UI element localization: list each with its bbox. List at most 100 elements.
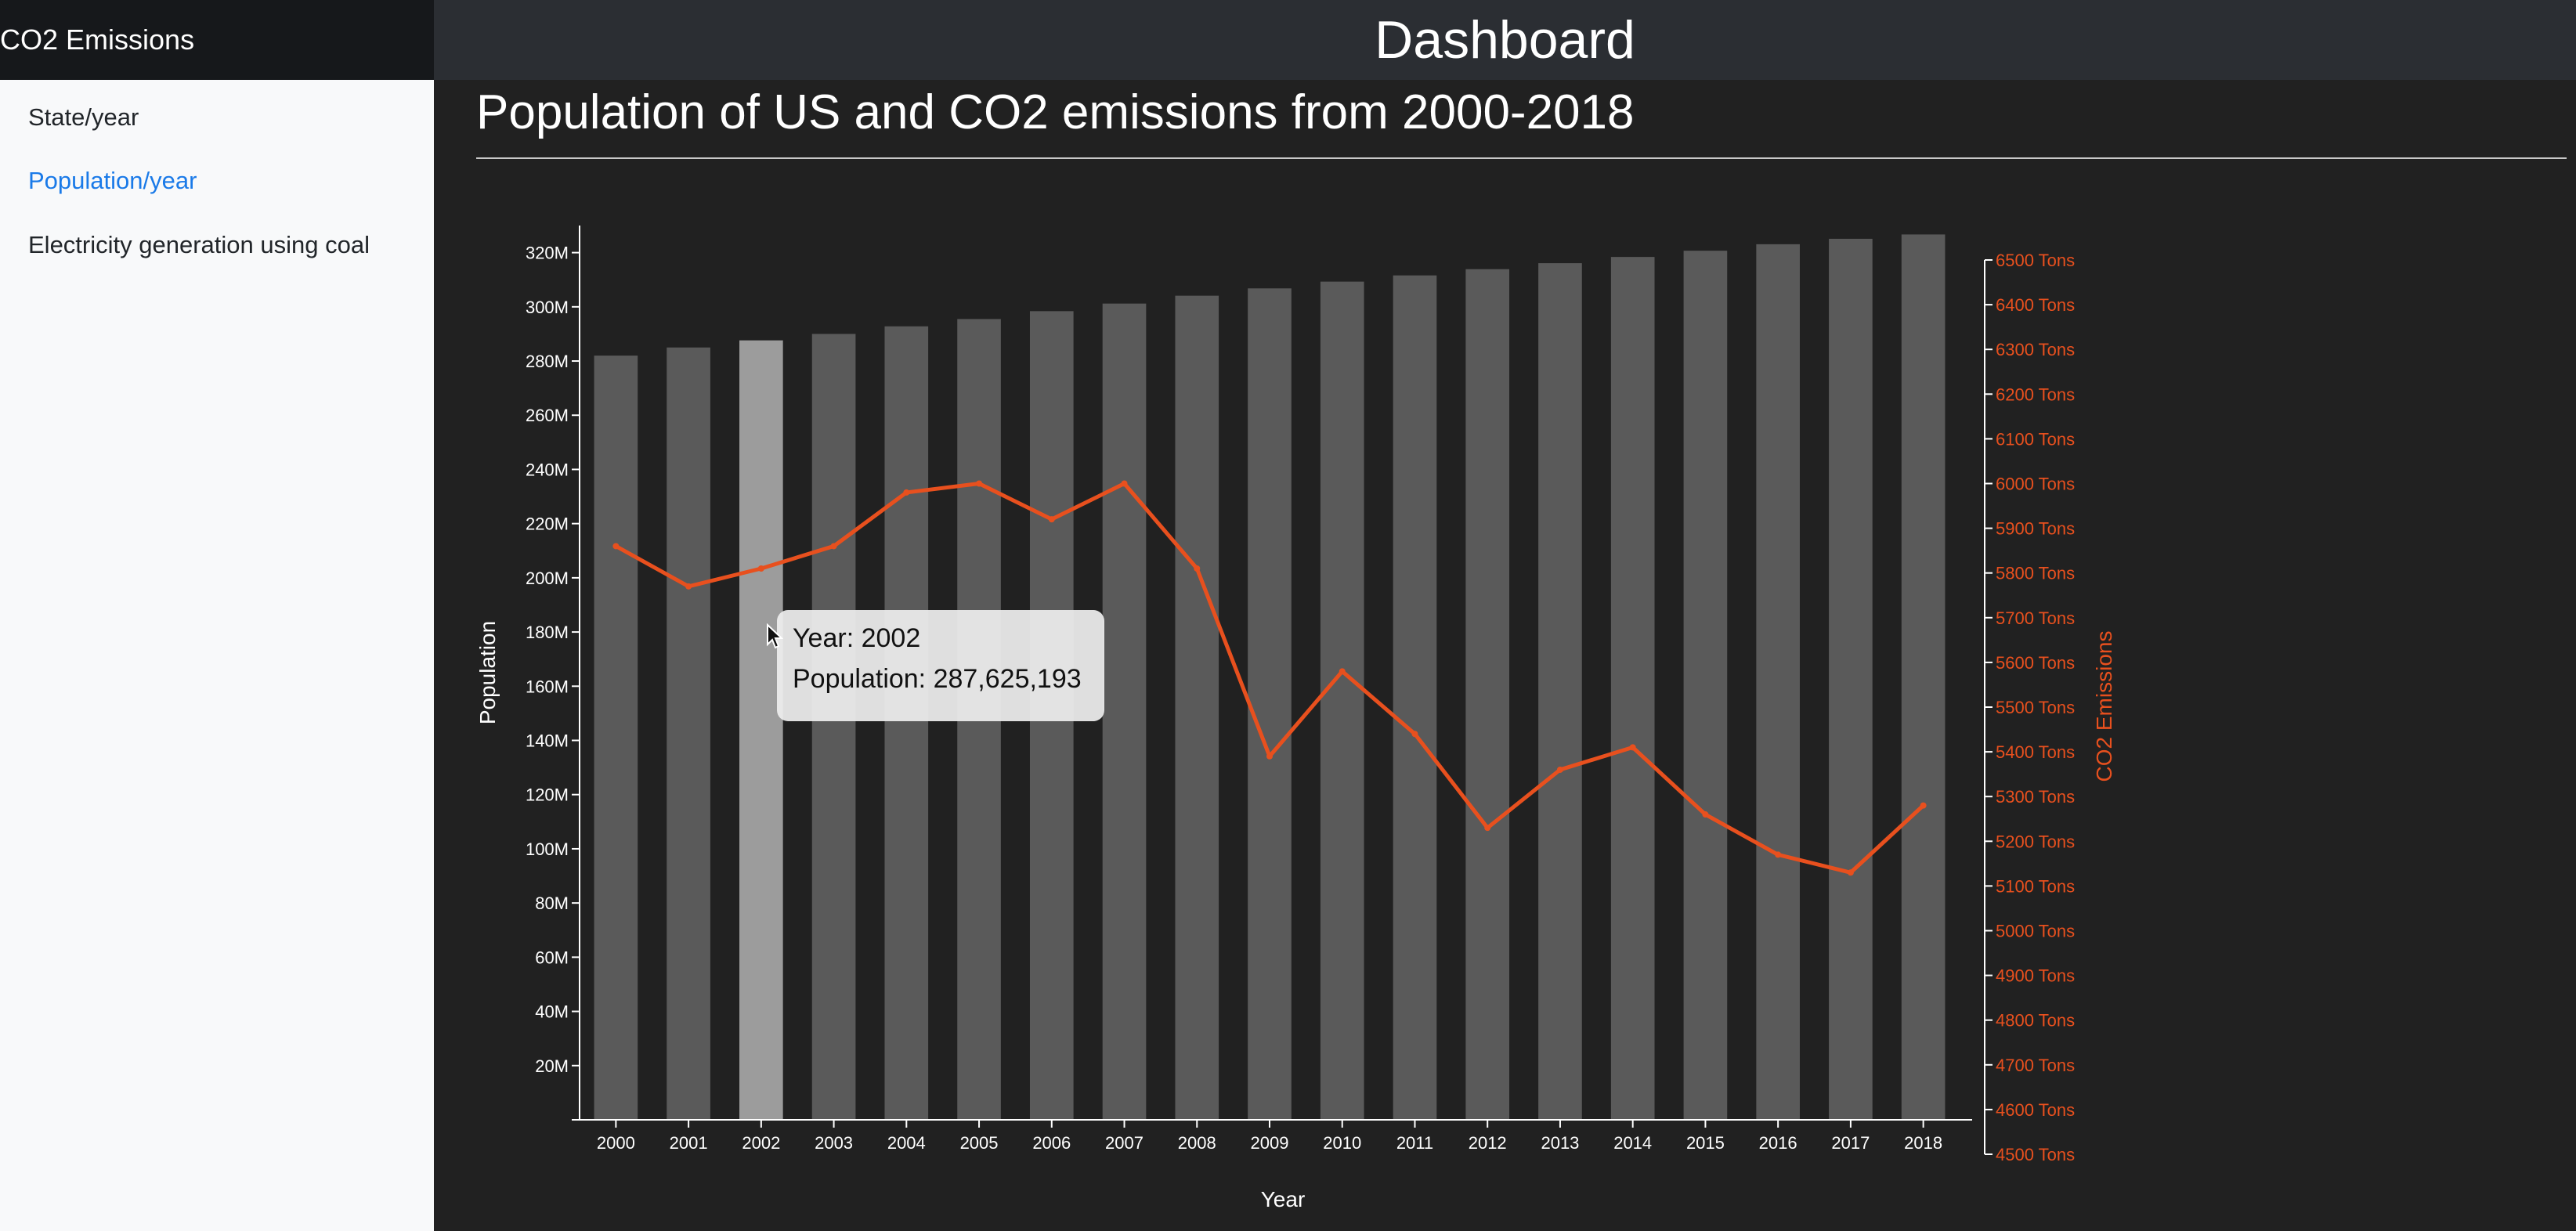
bar-2003 — [811, 334, 856, 1120]
bar-2016 — [1756, 244, 1800, 1120]
x-tick-label: 2009 — [1251, 1133, 1289, 1153]
y-tick-label: 120M — [526, 785, 569, 805]
y2-tick-label: 4500 Tons — [1996, 1145, 2075, 1164]
co2-point-2012 — [1484, 825, 1491, 832]
mouse-pointer-icon — [767, 623, 783, 649]
x-tick-label: 2010 — [1323, 1133, 1361, 1153]
co2-point-2007 — [1121, 480, 1128, 487]
y2-tick-label: 5600 Tons — [1996, 653, 2075, 673]
sidebar-item-state-year[interactable]: State/year — [28, 103, 139, 131]
co2-point-2011 — [1411, 731, 1418, 738]
sidebar-item-electricity-coal[interactable]: Electricity generation using coal — [28, 231, 370, 258]
co2-point-2003 — [830, 543, 837, 550]
y-tick-label: 40M — [535, 1002, 569, 1022]
co2-point-2010 — [1339, 668, 1346, 675]
y2-tick-label: 6500 Tons — [1996, 251, 2075, 270]
bar-2002 — [739, 340, 783, 1120]
co2-point-2000 — [612, 543, 620, 550]
bar-2010 — [1320, 281, 1364, 1121]
y2-axis-title: CO2 Emissions — [2092, 631, 2116, 782]
bar-2018 — [1901, 234, 1946, 1121]
co2-point-2002 — [757, 565, 764, 572]
x-tick-label: 2018 — [1904, 1133, 1942, 1153]
header-title: Dashboard — [1375, 10, 1635, 70]
y-tick-label: 200M — [526, 569, 569, 588]
x-tick-label: 2015 — [1686, 1133, 1725, 1153]
y2-tick-label: 5100 Tons — [1996, 876, 2075, 896]
y-tick-label: 260M — [526, 406, 569, 425]
co2-point-2017 — [1847, 869, 1854, 876]
x-tick-label: 2007 — [1105, 1133, 1143, 1153]
bar-2011 — [1393, 275, 1437, 1120]
y2-tick-label: 5400 Tons — [1996, 742, 2075, 762]
x-tick-label: 2017 — [1831, 1133, 1870, 1153]
brand[interactable]: CO2 Emissions — [0, 0, 434, 80]
page-title: Population of US and CO2 emissions from … — [476, 85, 1635, 139]
y2-tick-label: 6400 Tons — [1996, 295, 2075, 315]
bar-2007 — [1102, 303, 1147, 1120]
y2-tick-label: 5200 Tons — [1996, 832, 2075, 851]
sidebar: State/year Population/year Electricity g… — [0, 80, 434, 1231]
y2-tick-label: 6000 Tons — [1996, 475, 2075, 494]
co2-point-2008 — [1194, 565, 1201, 572]
y2-tick-label: 5300 Tons — [1996, 787, 2075, 807]
y2-tick-label: 5900 Tons — [1996, 519, 2075, 539]
y2-tick-label: 4600 Tons — [1996, 1100, 2075, 1120]
x-tick-label: 2008 — [1178, 1133, 1216, 1153]
y2-tick-label: 6300 Tons — [1996, 340, 2075, 359]
y-tick-label: 300M — [526, 298, 569, 317]
y-tick-label: 320M — [526, 244, 569, 263]
bar-2001 — [667, 347, 710, 1120]
x-tick-label: 2011 — [1396, 1133, 1433, 1153]
y-tick-label: 100M — [526, 839, 569, 859]
co2-point-2016 — [1775, 851, 1782, 858]
y-axis-title: Population — [475, 621, 500, 724]
x-tick-label: 2013 — [1541, 1133, 1579, 1153]
chart-tooltip: Year: 2002 Population: 287,625,193 — [777, 610, 1104, 721]
y2-tick-label: 6100 Tons — [1996, 429, 2075, 449]
bar-2017 — [1829, 238, 1873, 1120]
bar-2000 — [594, 356, 638, 1120]
y-tick-label: 60M — [535, 948, 569, 967]
x-tick-label: 2003 — [815, 1133, 853, 1153]
co2-point-2006 — [1048, 516, 1055, 523]
bar-2013 — [1538, 263, 1582, 1120]
title-divider — [476, 157, 2567, 159]
y-tick-label: 220M — [526, 514, 569, 534]
y2-tick-label: 5000 Tons — [1996, 922, 2075, 941]
y2-tick-label: 5800 Tons — [1996, 564, 2075, 583]
y-tick-label: 20M — [535, 1056, 569, 1076]
y2-tick-label: 5500 Tons — [1996, 698, 2075, 717]
bar-2009 — [1248, 288, 1292, 1120]
population-co2-chart: 20M 40M 60M 80M 100M 120M 140M 160M 180M 200M 220M… — [475, 226, 2116, 1211]
co2-point-2009 — [1266, 753, 1273, 760]
y-tick-label: 280M — [526, 352, 569, 371]
y2-tick-label: 6200 Tons — [1996, 384, 2075, 404]
x-tick-label: 2002 — [742, 1133, 780, 1153]
co2-point-2014 — [1629, 744, 1636, 751]
x-tick-label: 2016 — [1759, 1133, 1797, 1153]
co2-point-2001 — [685, 583, 692, 590]
x-tick-label: 2005 — [960, 1133, 999, 1153]
header: Dashboard — [434, 0, 2576, 80]
bar-2014 — [1610, 257, 1655, 1120]
y-tick-label: 240M — [526, 460, 569, 479]
x-tick-label: 2001 — [670, 1133, 708, 1153]
line-layer — [612, 480, 1927, 876]
x-tick-label: 2000 — [597, 1133, 635, 1153]
y-tick-label: 80M — [535, 893, 569, 913]
bar-2015 — [1683, 251, 1728, 1121]
tooltip-population: Population: 287,625,193 — [793, 664, 1082, 694]
y-tick-label: 160M — [526, 677, 569, 696]
sidebar-item-population-year[interactable]: Population/year — [28, 167, 197, 194]
x-tick-label: 2006 — [1032, 1133, 1071, 1153]
y2-tick-label: 4700 Tons — [1996, 1056, 2075, 1075]
axes-layer: 20M 40M 60M 80M 100M 120M 140M 160M 180M 200M 220M… — [526, 226, 2075, 1164]
bar-2008 — [1175, 295, 1219, 1121]
x-tick-label: 2012 — [1469, 1133, 1507, 1153]
co2-point-2004 — [903, 489, 910, 496]
co2-point-2018 — [1920, 802, 1927, 809]
tooltip-year: Year: 2002 — [793, 623, 921, 653]
co2-point-2005 — [976, 480, 983, 487]
x-axis-title: Year — [1261, 1187, 1306, 1211]
